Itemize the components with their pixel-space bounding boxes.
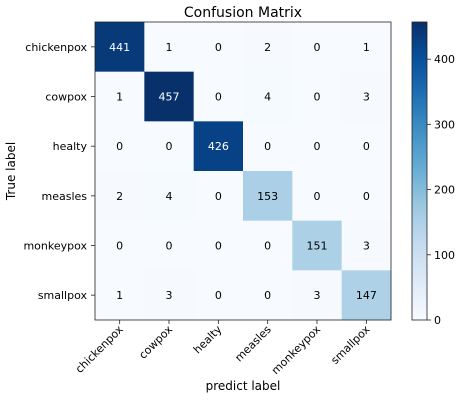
heatmap-cell <box>341 121 392 172</box>
heatmap-cell <box>292 171 343 222</box>
y-tick-label: smallpox <box>38 289 88 302</box>
heatmap-cell <box>243 171 293 222</box>
cell-value-label: 1 <box>363 41 370 54</box>
heatmap-cell <box>144 22 195 73</box>
cell-value-label: 0 <box>363 190 370 203</box>
y-tick-labels: chickenpox cowpox healty measles monkeypox sm… <box>23 41 95 302</box>
colorbar-ticks: 0 100 200 300 400 <box>427 53 455 327</box>
heatmap-cell <box>95 121 145 172</box>
heatmap-cell <box>243 121 293 172</box>
heatmap-cell <box>193 121 244 172</box>
cell-value-label: 3 <box>166 289 173 302</box>
heatmap-cell <box>341 22 392 73</box>
cell-value-label: 441 <box>109 41 130 54</box>
cell-value-label: 0 <box>314 140 321 153</box>
x-tick-label: healty <box>191 323 225 357</box>
heatmap-cell <box>292 220 343 271</box>
heatmap-cell <box>144 171 195 222</box>
heatmap-cell <box>193 220 244 271</box>
heatmap-cell <box>341 220 392 271</box>
cell-value-label: 0 <box>314 91 321 104</box>
cell-value-label: 3 <box>363 240 370 253</box>
heatmap-cell <box>95 270 145 321</box>
cell-value-label: 1 <box>116 91 123 104</box>
heatmap-cell <box>243 22 293 73</box>
chart-title: Confusion Matrix <box>184 5 302 21</box>
heatmap-cell <box>292 22 343 73</box>
cell-value-label: 0 <box>264 240 271 253</box>
heatmap-cell <box>95 71 145 122</box>
y-tick-label: monkeypox <box>23 240 87 253</box>
heatmap-cell <box>95 220 145 271</box>
y-tick-label: measles <box>41 190 87 203</box>
cell-value-label: 0 <box>116 240 123 253</box>
cell-value-label: 0 <box>215 41 222 54</box>
x-tick-label: cowpox <box>136 323 175 362</box>
x-tick-label: measles <box>232 323 274 365</box>
cell-value-label: 3 <box>314 289 321 302</box>
cell-value-label: 0 <box>264 140 271 153</box>
cell-value-label: 0 <box>363 140 370 153</box>
heatmap-cell <box>243 270 293 321</box>
cell-value-label: 0 <box>215 190 222 203</box>
cell-value-label: 3 <box>363 91 370 104</box>
heatmap-cell <box>243 71 293 122</box>
cell-value-label: 4 <box>166 190 173 203</box>
cell-value-label: 2 <box>116 190 123 203</box>
heatmap-cell <box>193 22 244 73</box>
heatmap-cells: 441 1 0 2 0 1 1 457 0 4 0 3 0 0 426 0 0 0 2 4 0 153 0 0 0 0 0 0 151 3… <box>95 22 392 321</box>
cell-value-label: 0 <box>215 240 222 253</box>
cell-value-label: 2 <box>264 41 271 54</box>
cell-value-label: 426 <box>208 140 229 153</box>
cell-value-label: 1 <box>116 289 123 302</box>
cell-value-label: 153 <box>257 190 278 203</box>
x-tick-label: chickenpox <box>73 323 126 376</box>
heatmap-cell <box>292 71 343 122</box>
cell-value-label: 147 <box>356 289 377 302</box>
plot-frame <box>94 21 392 321</box>
x-tick-label: smallpox <box>328 323 372 367</box>
heatmap-cell <box>95 22 145 73</box>
heatmap-cell <box>341 71 392 122</box>
cell-value-label: 457 <box>159 91 180 104</box>
colorbar <box>411 21 428 321</box>
cell-value-label: 0 <box>116 140 123 153</box>
heatmap-cell <box>144 270 195 321</box>
heatmap-cell <box>95 171 145 222</box>
cell-value-label: 0 <box>166 240 173 253</box>
heatmap-cell <box>144 121 195 172</box>
heatmap-cell <box>144 220 195 271</box>
cell-value-label: 0 <box>215 91 222 104</box>
cell-value-label: 0 <box>314 190 321 203</box>
y-tick-label: chickenpox <box>25 41 87 54</box>
heatmap-cell <box>292 270 343 321</box>
cell-value-label: 151 <box>307 240 328 253</box>
colorbar-tick-label: 200 <box>434 184 455 197</box>
y-tick-label: cowpox <box>45 91 87 104</box>
cell-value-label: 1 <box>166 41 173 54</box>
heatmap-cell <box>341 270 392 321</box>
x-axis-label: predict label <box>206 379 281 393</box>
colorbar-tick-label: 100 <box>434 249 455 262</box>
heatmap-cell <box>193 270 244 321</box>
heatmap-cell <box>193 71 244 122</box>
cell-value-label: 0 <box>264 289 271 302</box>
heatmap-cell <box>341 171 392 222</box>
colorbar-tick-label: 300 <box>434 118 455 131</box>
cell-value-label: 0 <box>314 41 321 54</box>
colorbar-tick-label: 0 <box>434 314 441 327</box>
cell-value-label: 0 <box>215 289 222 302</box>
y-tick-label: healty <box>53 140 88 153</box>
heatmap-cell <box>193 171 244 222</box>
heatmap-cell <box>243 220 293 271</box>
colorbar-tick-label: 400 <box>434 53 455 66</box>
y-axis-label: True label <box>4 142 18 201</box>
heatmap-cell <box>292 121 343 172</box>
heatmap-cell <box>144 71 195 122</box>
cell-value-label: 0 <box>166 140 173 153</box>
x-tick-label: monkeypox <box>269 323 323 377</box>
cell-value-label: 4 <box>264 91 271 104</box>
